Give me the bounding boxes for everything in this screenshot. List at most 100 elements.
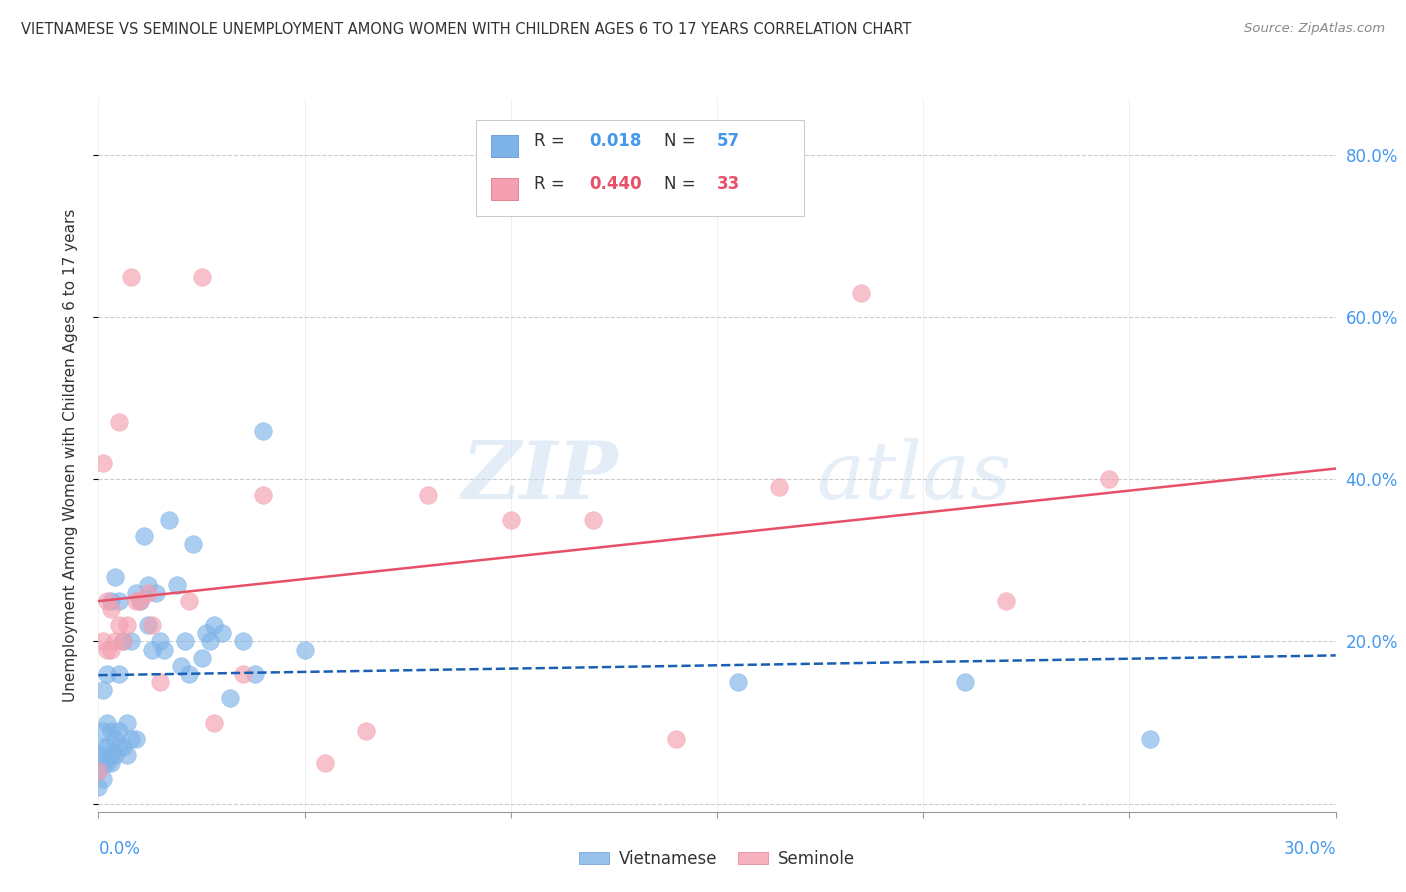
- Point: [128, 594, 150, 608]
- Point: [418, 488, 440, 502]
- Point: [181, 537, 204, 551]
- Point: [179, 594, 201, 608]
- Point: [136, 577, 159, 591]
- Point: [91, 634, 114, 648]
- Point: [851, 285, 873, 300]
- Text: 57: 57: [717, 132, 740, 150]
- Point: [96, 715, 118, 730]
- Text: N =: N =: [664, 175, 700, 193]
- Point: [100, 723, 122, 738]
- Point: [252, 488, 274, 502]
- Point: [727, 675, 749, 690]
- Point: [582, 513, 605, 527]
- Point: [100, 756, 122, 770]
- Point: [768, 480, 790, 494]
- Point: [108, 739, 131, 754]
- Point: [112, 739, 135, 754]
- Point: [87, 747, 110, 762]
- Text: atlas: atlas: [815, 438, 1011, 515]
- Point: [232, 634, 254, 648]
- Text: ZIP: ZIP: [461, 438, 619, 515]
- Point: [100, 642, 122, 657]
- Point: [124, 594, 146, 608]
- Point: [994, 594, 1017, 608]
- Point: [124, 586, 146, 600]
- Point: [499, 513, 522, 527]
- Point: [194, 626, 217, 640]
- Point: [149, 634, 172, 648]
- Point: [87, 764, 110, 779]
- Point: [100, 602, 122, 616]
- Point: [96, 756, 118, 770]
- Point: [136, 586, 159, 600]
- Point: [141, 618, 163, 632]
- Point: [112, 634, 135, 648]
- Point: [157, 513, 180, 527]
- Point: [91, 723, 114, 738]
- Point: [91, 739, 114, 754]
- Point: [153, 642, 176, 657]
- Point: [136, 618, 159, 632]
- Legend: Vietnamese, Seminole: Vietnamese, Seminole: [572, 844, 862, 875]
- Point: [1139, 731, 1161, 746]
- Text: VIETNAMESE VS SEMINOLE UNEMPLOYMENT AMONG WOMEN WITH CHILDREN AGES 6 TO 17 YEARS: VIETNAMESE VS SEMINOLE UNEMPLOYMENT AMON…: [21, 22, 911, 37]
- Point: [120, 634, 142, 648]
- Text: N =: N =: [664, 132, 700, 150]
- Point: [96, 642, 118, 657]
- Point: [108, 594, 131, 608]
- Point: [108, 723, 131, 738]
- Point: [104, 634, 127, 648]
- Point: [202, 715, 225, 730]
- Point: [314, 756, 336, 770]
- Y-axis label: Unemployment Among Women with Children Ages 6 to 17 years: Unemployment Among Women with Children A…: [63, 208, 77, 702]
- FancyBboxPatch shape: [491, 178, 517, 200]
- Point: [190, 269, 212, 284]
- Point: [91, 772, 114, 787]
- Text: Source: ZipAtlas.com: Source: ZipAtlas.com: [1244, 22, 1385, 36]
- Point: [96, 666, 118, 681]
- Point: [120, 731, 142, 746]
- Point: [91, 756, 114, 770]
- Point: [124, 731, 146, 746]
- Point: [108, 618, 131, 632]
- Point: [145, 586, 167, 600]
- Point: [132, 529, 155, 543]
- Point: [219, 691, 242, 706]
- Point: [117, 618, 139, 632]
- Point: [87, 764, 110, 779]
- Point: [100, 747, 122, 762]
- Point: [198, 634, 221, 648]
- Point: [120, 269, 142, 284]
- Point: [149, 675, 172, 690]
- Point: [1098, 472, 1121, 486]
- Point: [96, 739, 118, 754]
- FancyBboxPatch shape: [491, 136, 517, 157]
- Point: [953, 675, 976, 690]
- Text: 30.0%: 30.0%: [1284, 840, 1336, 858]
- Point: [174, 634, 197, 648]
- Point: [117, 715, 139, 730]
- Point: [294, 642, 316, 657]
- Point: [170, 658, 193, 673]
- Point: [108, 666, 131, 681]
- Point: [91, 683, 114, 698]
- Point: [104, 731, 127, 746]
- Point: [252, 424, 274, 438]
- Point: [96, 594, 118, 608]
- Text: R =: R =: [534, 175, 569, 193]
- Point: [128, 594, 150, 608]
- Text: 0.440: 0.440: [589, 175, 643, 193]
- Text: 0.018: 0.018: [589, 132, 643, 150]
- Point: [91, 456, 114, 470]
- Point: [232, 666, 254, 681]
- Point: [202, 618, 225, 632]
- FancyBboxPatch shape: [475, 120, 804, 216]
- Point: [104, 569, 127, 583]
- Text: R =: R =: [534, 132, 569, 150]
- Text: 33: 33: [717, 175, 741, 193]
- Point: [104, 747, 127, 762]
- Point: [117, 747, 139, 762]
- Point: [108, 416, 131, 430]
- Point: [211, 626, 233, 640]
- Text: 0.0%: 0.0%: [98, 840, 141, 858]
